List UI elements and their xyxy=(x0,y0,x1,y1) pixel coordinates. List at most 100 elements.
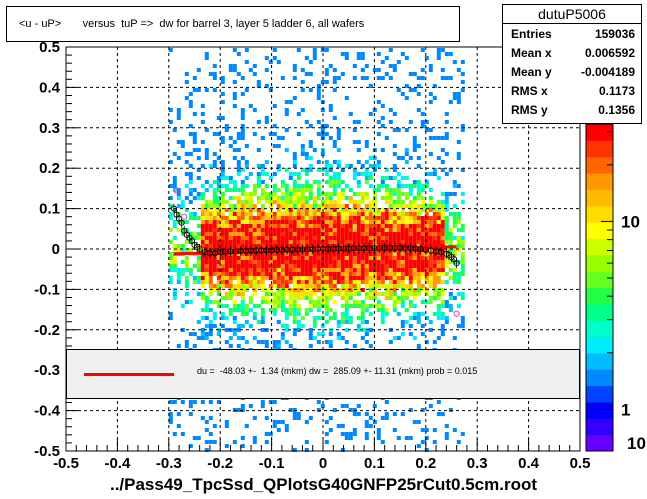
heatmap-cell xyxy=(236,148,241,152)
heatmap-cell xyxy=(336,292,341,296)
heatmap-cell xyxy=(452,192,457,196)
heatmap-cell xyxy=(224,424,229,428)
heatmap-cell xyxy=(400,300,405,304)
heatmap-cell xyxy=(356,180,361,184)
heatmap-cell xyxy=(244,204,249,208)
heatmap-cell xyxy=(368,112,373,116)
heatmap-cell xyxy=(412,280,417,284)
heatmap-cell xyxy=(424,204,429,208)
heatmap-cell xyxy=(412,72,417,76)
heatmap-cell xyxy=(236,164,241,168)
heatmap-cell xyxy=(280,208,285,212)
heatmap-cell xyxy=(220,204,225,208)
heatmap-cell xyxy=(184,292,189,296)
heatmap-cell xyxy=(328,164,333,168)
heatmap-cell xyxy=(444,200,449,204)
heatmap-cell xyxy=(460,60,465,64)
heatmap-cell xyxy=(232,276,237,280)
heatmap-cell xyxy=(328,184,333,188)
heatmap-cell xyxy=(252,272,257,276)
heatmap-cell xyxy=(300,228,305,232)
heatmap-cell xyxy=(268,60,273,64)
heatmap-cell xyxy=(444,52,449,56)
heatmap-cell xyxy=(220,316,225,320)
heatmap-cell xyxy=(204,276,209,280)
heatmap-cell xyxy=(284,328,289,332)
heatmap-cell xyxy=(432,268,437,272)
heatmap-cell xyxy=(200,308,205,312)
heatmap-cell xyxy=(272,224,277,228)
heatmap-cell xyxy=(384,56,389,60)
heatmap-cell xyxy=(364,172,369,176)
palette-swatch xyxy=(586,385,613,403)
heatmap-cell xyxy=(240,304,245,308)
heatmap-cell xyxy=(240,216,245,220)
heatmap-cell xyxy=(364,160,369,164)
heatmap-cell xyxy=(272,296,277,300)
heatmap-cell xyxy=(260,224,265,228)
heatmap-cell xyxy=(304,280,309,284)
heatmap-cell xyxy=(264,240,269,244)
heatmap-cell xyxy=(268,432,273,436)
heatmap-cell xyxy=(256,268,261,272)
heatmap-cell xyxy=(404,320,409,324)
heatmap-cell xyxy=(360,264,365,268)
heatmap-cell xyxy=(336,128,341,132)
heatmap-cell xyxy=(300,196,305,200)
heatmap-cell xyxy=(204,300,209,304)
heatmap-cell xyxy=(256,148,261,152)
heatmap-cell xyxy=(408,252,413,256)
heatmap-cell xyxy=(288,304,293,308)
heatmap-cell xyxy=(168,160,173,164)
heatmap-cell xyxy=(384,308,389,312)
heatmap-cell xyxy=(200,296,205,300)
heatmap-cell xyxy=(280,236,285,240)
heatmap-cell xyxy=(416,248,421,252)
heatmap-cell xyxy=(228,220,233,224)
heatmap-cell xyxy=(332,188,337,192)
heatmap-cell xyxy=(424,172,429,176)
heatmap-cell xyxy=(256,196,261,200)
heatmap-cell xyxy=(300,240,305,244)
heatmap-cell xyxy=(376,244,381,248)
heatmap-cell xyxy=(232,48,237,52)
heatmap-cell xyxy=(288,172,293,176)
heatmap-cell xyxy=(380,260,385,264)
heatmap-cell xyxy=(348,292,353,296)
heatmap-cell xyxy=(408,292,413,296)
heatmap-cell xyxy=(356,52,361,56)
heatmap-cell xyxy=(368,208,373,212)
heatmap-cell xyxy=(376,292,381,296)
heatmap-cell xyxy=(396,284,401,288)
heatmap-cell xyxy=(408,204,413,208)
heatmap-cell xyxy=(292,208,297,212)
heatmap-cell xyxy=(252,184,257,188)
heatmap-cell xyxy=(380,220,385,224)
heatmap-cell xyxy=(376,188,381,192)
heatmap-cell xyxy=(348,256,353,260)
heatmap-cell xyxy=(332,212,337,216)
heatmap-cell xyxy=(312,48,317,52)
heatmap-cell xyxy=(376,300,381,304)
heatmap-cell xyxy=(244,424,249,428)
heatmap-cell xyxy=(232,308,237,312)
heatmap-cell xyxy=(228,68,233,72)
heatmap-cell xyxy=(384,312,389,316)
heatmap-cell xyxy=(260,180,265,184)
stat-key: Mean y xyxy=(511,65,552,79)
heatmap-cell xyxy=(216,196,221,200)
heatmap-cell xyxy=(212,232,217,236)
heatmap-cell xyxy=(420,252,425,256)
heatmap-cell xyxy=(312,52,317,56)
heatmap-cell xyxy=(176,116,181,120)
heatmap-cell xyxy=(268,284,273,288)
heatmap-cell xyxy=(424,56,429,60)
profile-point xyxy=(196,245,203,253)
heatmap-cell xyxy=(456,96,461,100)
heatmap-cell xyxy=(352,168,357,172)
heatmap-cell xyxy=(424,252,429,256)
heatmap-cell xyxy=(428,228,433,232)
heatmap-cell xyxy=(448,240,453,244)
heatmap-cell xyxy=(336,232,341,236)
heatmap-cell xyxy=(388,108,393,112)
